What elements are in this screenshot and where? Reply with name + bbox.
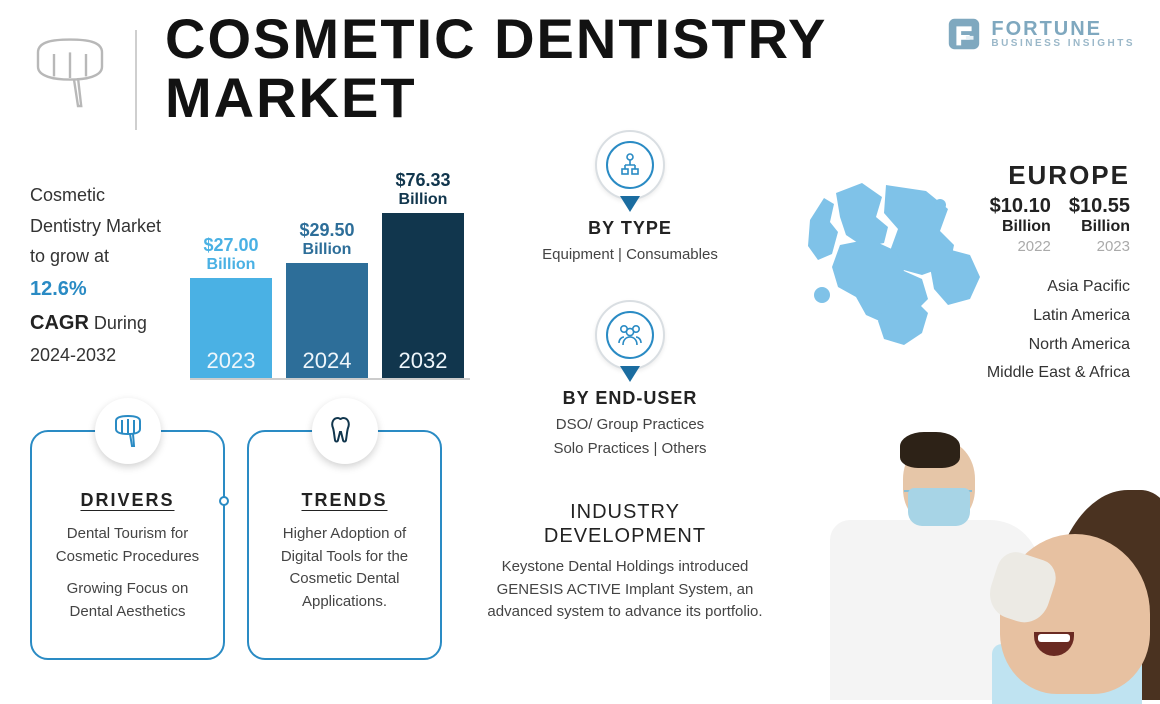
- bar-2032: $76.33Billion2032: [382, 210, 464, 378]
- market-bar-chart: $27.00Billion2023$29.50Billion2024$76.33…: [190, 165, 470, 380]
- region-item: Asia Pacific: [987, 273, 1130, 302]
- intro-text: Cosmetic Dentistry Market to grow at 12.…: [30, 180, 180, 370]
- trends-card: TRENDS Higher Adoption of Digital Tools …: [247, 430, 442, 660]
- europe-map-icon: [790, 175, 990, 365]
- drivers-icon: [95, 398, 161, 464]
- by-type-title: BY TYPE: [500, 218, 760, 239]
- by-enduser-title: BY END-USER: [500, 388, 760, 409]
- drivers-title: DRIVERS: [46, 490, 209, 511]
- industry-development: INDUSTRYDEVELOPMENT Keystone Dental Hold…: [470, 500, 780, 624]
- dentist-illustration: [800, 410, 1160, 700]
- connector-dot: [219, 496, 229, 506]
- enduser-icon: [595, 300, 665, 370]
- region-item: North America: [987, 331, 1130, 360]
- brand-logo-block: FORTUNE BUSINESS INSIGHTS: [945, 15, 1135, 53]
- industry-body: Keystone Dental Holdings introduced GENE…: [470, 556, 780, 624]
- region-item: Latin America: [987, 302, 1130, 331]
- europe-stats: EUROPE $10.10Billion2022 $10.55Billion202…: [987, 160, 1130, 388]
- region-item: Middle East & Africa: [987, 359, 1130, 388]
- title-line2: MARKET: [165, 66, 417, 129]
- intro-pre: Cosmetic Dentistry Market to grow at: [30, 185, 161, 266]
- fortune-logo-icon: [945, 15, 983, 53]
- cagr-value: 12.6%: [30, 278, 87, 300]
- divider: [135, 30, 137, 130]
- cagr-label: CAGR: [30, 312, 89, 334]
- by-type-body: Equipment | Consumables: [500, 243, 760, 267]
- drivers-p2: Growing Focus on Dental Aesthetics: [46, 578, 209, 623]
- trends-body: Higher Adoption of Digital Tools for the…: [263, 523, 426, 613]
- by-enduser-section: BY END-USER DSO/ Group Practices Solo Pr…: [500, 300, 760, 461]
- europe-stat-2023: $10.55Billion2023: [1069, 195, 1130, 255]
- dentistry-icon: [30, 30, 110, 110]
- page-title: COSMETIC DENTISTRY MARKET: [165, 10, 827, 128]
- cards-row: DRIVERS Dental Tourism for Cosmetic Proc…: [30, 430, 442, 660]
- brand-name: FORTUNE: [991, 19, 1135, 39]
- by-enduser-line2: Solo Practices | Others: [500, 437, 760, 461]
- bar-2023: $27.00Billion2023: [190, 210, 272, 378]
- drivers-card: DRIVERS Dental Tourism for Cosmetic Proc…: [30, 430, 225, 660]
- drivers-p1: Dental Tourism for Cosmetic Procedures: [46, 523, 209, 568]
- title-line1: COSMETIC DENTISTRY: [165, 7, 827, 70]
- industry-title-l1: INDUSTRY: [570, 501, 680, 523]
- brand-sub: BUSINESS INSIGHTS: [991, 39, 1135, 49]
- trends-title: TRENDS: [263, 490, 426, 511]
- type-icon: [595, 130, 665, 200]
- europe-stat-2022: $10.10Billion2022: [990, 195, 1051, 255]
- europe-title: EUROPE: [987, 160, 1130, 191]
- bar-2024: $29.50Billion2024: [286, 210, 368, 378]
- trends-icon: [312, 398, 378, 464]
- by-enduser-line1: DSO/ Group Practices: [500, 413, 760, 437]
- industry-title-l2: DEVELOPMENT: [544, 525, 706, 547]
- by-type-section: BY TYPE Equipment | Consumables: [500, 130, 760, 267]
